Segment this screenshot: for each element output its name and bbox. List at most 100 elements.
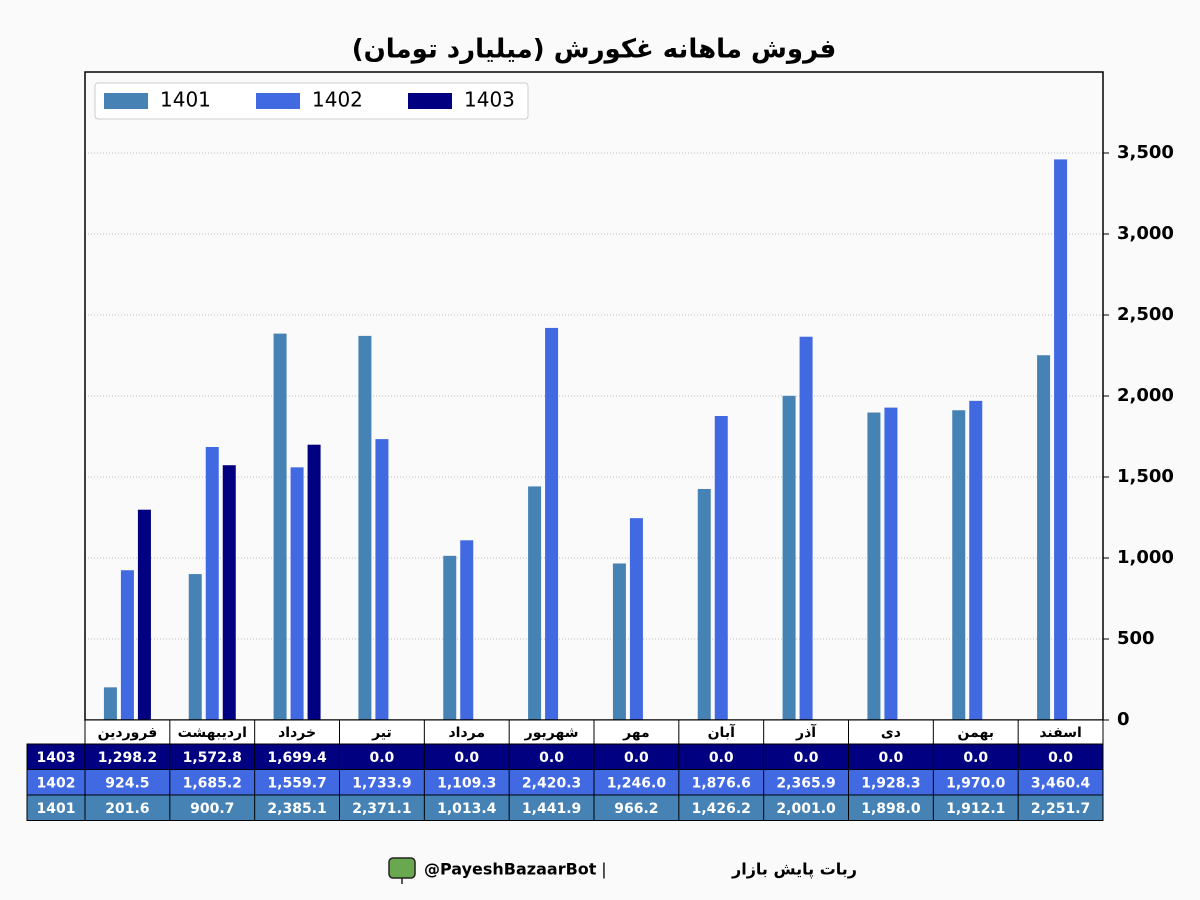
table-value: 2,001.0 [776,801,836,817]
table-value: 1,246.0 [607,775,667,791]
category-label: دی [881,725,901,741]
table-value: 1,733.9 [352,775,411,791]
table-value: 201.6 [105,801,149,817]
bar [460,540,474,720]
table-value: 2,365.9 [776,775,835,791]
row-label: 1402 [37,775,76,791]
table-row [26,743,1104,770]
bar [969,400,983,720]
table-value: 2,371.1 [352,801,411,817]
bar [137,509,151,720]
y-tick-label: 1,000 [1117,547,1174,568]
bar [629,518,643,720]
y-tick-label: 2,500 [1117,304,1174,325]
legend-swatch [104,93,148,109]
category-label: آذر [795,723,817,741]
bar [884,407,898,720]
category-label: اسفند [1039,725,1081,741]
category-label: فروردین [98,725,158,741]
footer-separator: | [601,860,606,879]
legend-swatch [408,93,452,109]
table-value: 0.0 [794,750,819,766]
category-label: مهر [622,725,650,741]
y-tick-label: 0 [1117,709,1130,730]
bar [188,574,202,720]
bar [952,410,966,720]
table-value: 2,420.3 [522,775,581,791]
table-value: 1,699.4 [267,750,327,766]
category-label: بهمن [958,725,994,741]
table-value: 0.0 [963,750,988,766]
legend-swatch [256,93,300,109]
bar [273,333,287,720]
bar [612,563,626,720]
table-value: 0.0 [624,750,649,766]
table-value: 1,970.0 [946,775,1006,791]
bar [358,335,372,720]
bar [782,395,796,720]
table-value: 2,385.1 [267,801,326,817]
bar [714,415,728,720]
footer-brand: ربات پایش بازار [731,860,857,880]
table-value: 924.5 [105,775,149,791]
table-value: 1,013.4 [437,801,497,817]
y-tick-label: 1,500 [1117,466,1174,487]
table-value: 1,928.3 [861,775,920,791]
legend-label: 1402 [312,88,363,112]
table-value: 1,559.7 [267,775,326,791]
table-value: 1,685.2 [183,775,242,791]
category-label: مرداد [448,725,485,741]
table-value: 1,898.0 [861,801,921,817]
y-tick-label: 2,000 [1117,385,1174,406]
category-label: خرداد [278,725,316,741]
bar [799,336,813,720]
legend-label: 1401 [160,88,211,112]
table-value: 0.0 [454,750,479,766]
table-value: 0.0 [709,750,734,766]
row-label: 1401 [37,801,76,817]
row-label: 1403 [37,750,76,766]
bar [290,467,304,720]
table-value: 0.0 [1048,750,1073,766]
bar [307,444,321,720]
category-label: اردیبهشت [178,725,247,741]
legend-box [94,82,529,120]
bar [443,555,457,720]
legend-label: 1403 [464,88,515,112]
table-value: 2,251.7 [1031,801,1090,817]
table-value: 1,876.6 [692,775,751,791]
category-label: آبان [708,723,736,741]
bar [103,687,117,720]
table-value: 0.0 [879,750,904,766]
bar [222,465,236,720]
bar [867,412,881,720]
category-label: تیر [371,725,392,741]
table-row [26,794,1104,821]
bar [375,439,389,720]
table-value: 1,572.8 [183,750,242,766]
table-value: 1,912.1 [946,801,1005,817]
table-value: 3,460.4 [1031,775,1091,791]
footer-handle: @PayeshBazaarBot [424,860,597,879]
table-value: 1,441.9 [522,801,581,817]
bar [1054,159,1068,720]
y-tick-label: 3,500 [1117,142,1174,163]
table-value: 900.7 [190,801,234,817]
table-value: 1,298.2 [98,750,157,766]
table-value: 966.2 [614,801,658,817]
bar [205,446,219,720]
y-tick-label: 500 [1117,628,1155,649]
y-tick-label: 3,000 [1117,223,1174,244]
table-value: 1,109.3 [437,775,496,791]
bar [697,488,711,720]
table-value: 1,426.2 [692,801,751,817]
bar [528,486,542,720]
chart-title: فروش ماهانه غکورش (میلیارد تومان) [352,35,837,65]
table-value: 0.0 [539,750,564,766]
plot-area [85,72,1103,720]
bar [1037,355,1051,720]
bar [545,327,559,720]
category-label: شهریور [524,725,579,741]
footer-icon [388,857,416,879]
